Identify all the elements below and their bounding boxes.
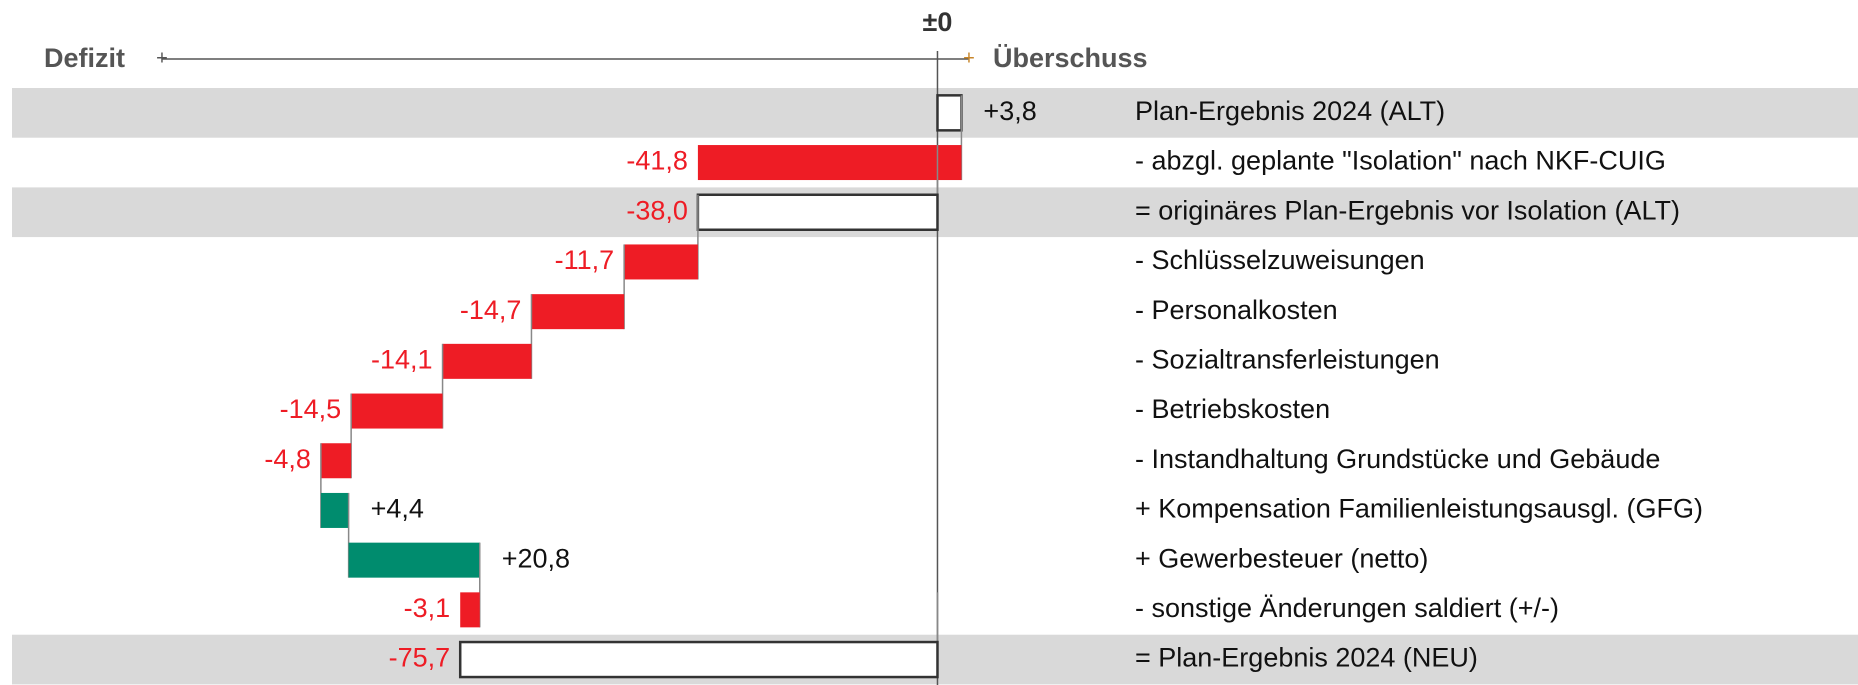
x-right-label: Überschuss [993, 43, 1148, 73]
bar [458, 640, 939, 679]
value-label: -38,0 [626, 195, 688, 225]
value-label: -11,7 [555, 245, 615, 275]
bar [697, 145, 962, 181]
value-label: -14,7 [460, 295, 522, 325]
bar [696, 193, 939, 231]
value-label: -75,7 [389, 643, 451, 673]
bar [351, 393, 443, 429]
row-band [12, 88, 1858, 138]
axis-end-marker: + [963, 47, 975, 69]
category-label: - sonstige Änderungen saldiert (+/-) [1135, 593, 1559, 623]
bar [936, 94, 963, 132]
value-label: -3,1 [404, 593, 451, 623]
category-label: = Plan-Ergebnis 2024 (NEU) [1135, 643, 1478, 673]
category-label: - Schlüsselzuweisungen [1135, 245, 1425, 275]
value-label: -4,8 [264, 444, 311, 474]
category-label: = originäres Plan-Ergebnis vor Isolation… [1135, 195, 1680, 225]
category-label: - Personalkosten [1135, 295, 1338, 325]
category-label: - abzgl. geplante "Isolation" nach NKF-C… [1135, 146, 1666, 176]
x-tick-label: ±0 [923, 7, 953, 37]
bar [624, 244, 698, 280]
category-label: Plan-Ergebnis 2024 (ALT) [1135, 96, 1445, 126]
category-label: - Betriebskosten [1135, 394, 1330, 424]
axis-end-marker: + [156, 47, 168, 69]
value-label: +20,8 [502, 543, 570, 573]
bar [320, 443, 352, 479]
bar [460, 592, 480, 628]
value-label: +4,4 [371, 494, 424, 524]
value-label: -41,8 [626, 146, 688, 176]
category-label: + Gewerbesteuer (netto) [1135, 543, 1428, 573]
category-label: - Instandhaltung Grundstücke und Gebäude [1135, 444, 1660, 474]
bar [348, 542, 480, 578]
bar [531, 294, 625, 330]
bar [320, 492, 349, 528]
value-label: -14,5 [280, 394, 342, 424]
x-left-label: Defizit [44, 43, 125, 73]
category-label: + Kompensation Familienleistungsausgl. (… [1135, 494, 1703, 524]
value-label: +3,8 [983, 96, 1036, 126]
value-label: -14,1 [371, 344, 433, 374]
bar [442, 343, 532, 379]
category-label: - Sozialtransferleistungen [1135, 344, 1440, 374]
